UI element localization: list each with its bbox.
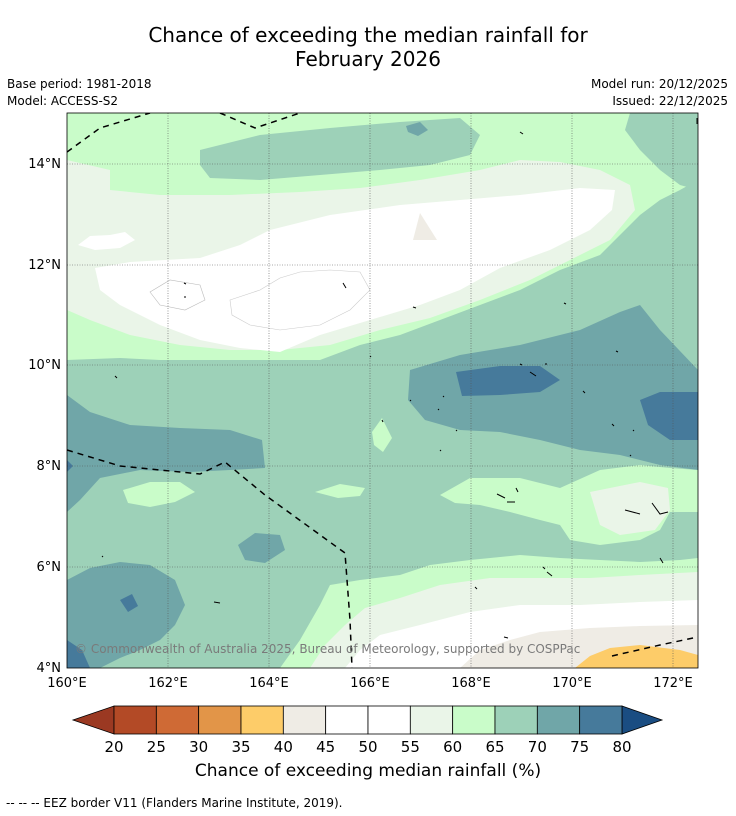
colorbar: 20 25 30 35 40 45 50 55 60 65 70 75 80 [71,705,664,756]
colorbar-box [409,705,454,735]
model-run: Model run: 20/12/2025 [590,77,728,91]
patch-70-75-north [406,122,428,136]
colorbar-tick-label: 60 [443,738,462,756]
patch-65-70-ne [625,113,698,190]
lat-label-10: 10°N [28,358,61,373]
eez-border [67,113,698,668]
colorbar-box [113,705,157,735]
patch-75-80-sw [120,594,138,612]
contour-50 [149,279,206,311]
islands [101,118,698,639]
lat-label-4: 4°N [37,661,62,676]
patch-75-80-center [456,366,560,396]
colorbar-over-arrow [621,705,664,735]
eez-footnote: -- -- -- EEZ border V11 (Flanders Marine… [6,796,343,810]
colorbar-under-arrow [71,705,115,735]
colorbar-box [452,705,496,735]
lon-label-166: 166°E [350,676,390,691]
patch-70-75-b [238,533,285,563]
lon-label-164: 164°E [249,676,289,691]
lon-label-162: 162°E [148,676,188,691]
patch-40-45 [413,213,437,240]
colorbar-tick-label: 40 [274,738,293,756]
colorbar-tick-label: 70 [528,738,547,756]
patch-65-70-north [200,118,480,180]
rainfall-map: © Commonwealth of Australia 2025, Bureau… [67,113,698,668]
colorbar-box [494,705,538,735]
patch-65-70-se [670,512,698,540]
colorbar-tick-label: 25 [147,738,166,756]
colorbar-tick-label: 20 [104,738,123,756]
lat-labels: 14°N 12°N 10°N 8°N 6°N 4°N [28,157,61,676]
lon-labels: 160°E 162°E 164°E 166°E 168°E 170°E 172°… [47,676,693,691]
colorbar-box [325,705,369,735]
colorbar-box [536,705,581,735]
lat-label-12: 12°N [28,258,61,273]
colorbar-title: Chance of exceeding median rainfall (%) [194,761,542,781]
issued-date: Issued: 22/12/2025 [612,94,728,108]
lon-label-170: 170°E [552,676,592,691]
map-title-line2: February 2026 [295,47,441,71]
band-70-75-east [408,305,698,470]
patch-75-80-sw2 [67,640,90,668]
lon-label-172: 172°E [653,676,693,691]
band-45-55 [78,188,615,352]
lat-label-8: 8°N [37,459,62,474]
lon-label-160: 160°E [47,676,87,691]
colorbar-tick-label: 80 [612,738,631,756]
base-period: Base period: 1981-2018 [7,77,152,91]
colorbar-box [240,705,284,735]
colorbar-box [367,705,411,735]
contour-50b [229,269,371,331]
colorbar-tick-label: 45 [316,738,335,756]
patch-75-80-east [640,392,698,440]
patch-60-65-a [123,482,195,507]
colorbar-tick-label: 50 [358,738,377,756]
lon-label-168: 168°E [451,676,491,691]
band-35-40-south [575,645,698,668]
lat-label-6: 6°N [37,560,62,575]
colorbar-tick-label: 55 [401,738,420,756]
colorbar-tick-label: 75 [570,738,589,756]
colorbar-box [579,705,623,735]
band-70-75-west [67,395,265,512]
colorbar-box [155,705,200,735]
colorbar-box [282,705,327,735]
colorbar-box [198,705,242,735]
copyright-text: © Commonwealth of Australia 2025, Bureau… [75,642,580,656]
colorbar-tick-label: 35 [231,738,250,756]
patch-55-60-east [590,482,670,535]
graticule [67,113,698,668]
map-frame [66,112,699,669]
lat-label-14: 14°N [28,157,61,172]
patch-60-65-c [372,418,392,452]
colorbar-tick-label: 65 [485,738,504,756]
map-title-line1: Chance of exceeding the median rainfall … [148,23,588,47]
model-name: Model: ACCESS-S2 [7,94,119,108]
colorbar-tick-label: 30 [189,738,208,756]
band-70-75-sw [67,562,185,668]
patch-60-65-b [315,484,365,498]
